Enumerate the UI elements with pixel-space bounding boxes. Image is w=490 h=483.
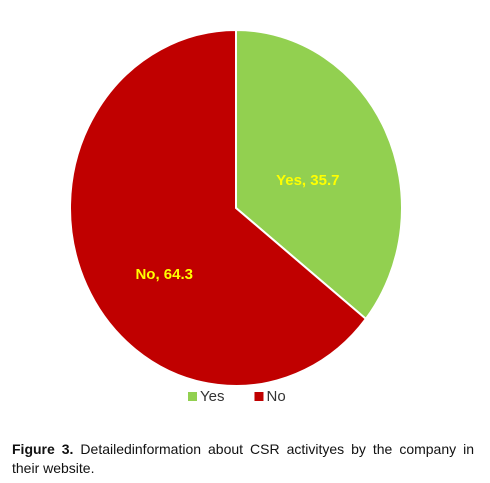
caption-text: Detailedinformation about CSR activityes… (12, 441, 474, 476)
legend-label: No (266, 388, 285, 405)
caption-label: Figure 3. (12, 441, 74, 457)
legend-label: Yes (200, 388, 224, 405)
legend-swatch (188, 392, 197, 401)
data-label: No, 64.3 (135, 266, 193, 283)
chart: Yes, 35.7 No, 64.3 Yes No (69, 28, 403, 405)
legend-swatch (254, 392, 264, 401)
data-label: Yes, 35.7 (276, 172, 339, 189)
figure-caption: Figure 3. Detailedinformation about CSR … (12, 440, 474, 478)
pie-slice (235, 28, 403, 321)
pie-slice (69, 28, 368, 387)
